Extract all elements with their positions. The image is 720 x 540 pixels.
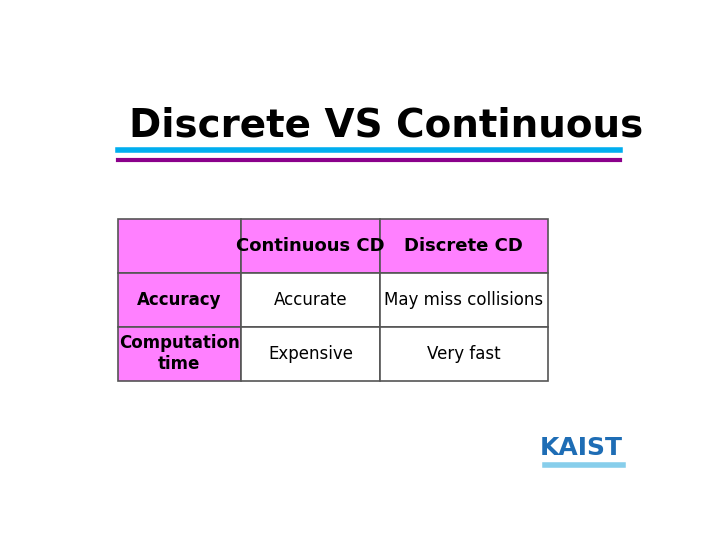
Text: May miss collisions: May miss collisions (384, 291, 544, 309)
FancyBboxPatch shape (118, 273, 240, 327)
FancyBboxPatch shape (240, 219, 380, 273)
Text: Discrete VS Continuous: Discrete VS Continuous (129, 106, 643, 144)
Text: Computation
time: Computation time (119, 334, 240, 373)
Text: Expensive: Expensive (268, 345, 353, 363)
Text: Continuous CD: Continuous CD (236, 237, 384, 255)
Text: Discrete CD: Discrete CD (405, 237, 523, 255)
Text: Very fast: Very fast (427, 345, 500, 363)
FancyBboxPatch shape (240, 273, 380, 327)
FancyBboxPatch shape (380, 327, 548, 381)
Text: KAIST: KAIST (539, 436, 623, 460)
Text: Accuracy: Accuracy (137, 291, 222, 309)
FancyBboxPatch shape (380, 273, 548, 327)
Text: Accurate: Accurate (274, 291, 347, 309)
FancyBboxPatch shape (118, 219, 240, 273)
FancyBboxPatch shape (380, 219, 548, 273)
FancyBboxPatch shape (240, 327, 380, 381)
FancyBboxPatch shape (118, 327, 240, 381)
